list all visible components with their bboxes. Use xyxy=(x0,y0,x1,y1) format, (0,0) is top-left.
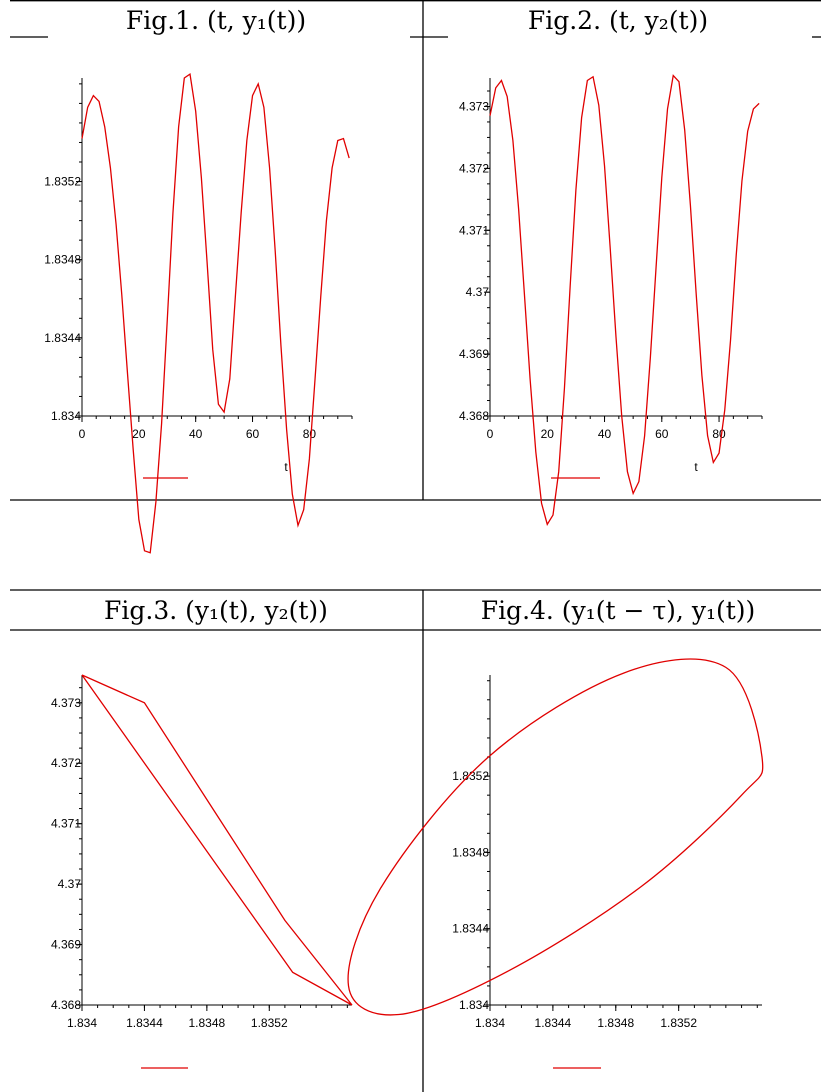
y-tick-label: 4.368 xyxy=(459,409,489,423)
y-tick-label: 4.372 xyxy=(51,756,81,770)
x-tick-label: 1.8348 xyxy=(189,1016,226,1030)
panel-frame xyxy=(10,0,821,1092)
fig4-chart: 1.834 1.8344 1.8348 1.8352 1.834 1.8344 1.8348… xyxy=(347,658,764,1069)
fig3-title: Fig.3. (y₁(t), y₂(t)) xyxy=(104,596,328,625)
fig2-chart: 0 20 40 60 80 4.368 4.369 4.37 4.371 4.372 4.373 t xyxy=(459,74,763,526)
y-tick-label: 1.8348 xyxy=(452,845,489,859)
x-tick-label: 40 xyxy=(189,427,203,441)
y-tick-label: 4.373 xyxy=(459,99,489,113)
y-tick-label: 4.371 xyxy=(459,223,489,237)
x-tick-label: 1.834 xyxy=(475,1016,505,1030)
y-tick-label: 1.834 xyxy=(51,409,81,423)
x-tick-label: 0 xyxy=(487,427,494,441)
x-axis-label: t xyxy=(694,460,698,474)
x-tick-label: 1.8352 xyxy=(660,1016,697,1030)
y-tick-label: 1.834 xyxy=(459,998,489,1012)
y-tick-label: 4.372 xyxy=(459,161,489,175)
series-line xyxy=(81,674,353,1006)
y-tick-label: 1.8344 xyxy=(452,922,489,936)
x-tick-label: 80 xyxy=(712,427,726,441)
y-tick-label: 4.369 xyxy=(459,347,489,361)
series-line xyxy=(347,658,764,1016)
x-tick-label: 40 xyxy=(598,427,612,441)
fig1-title: Fig.1. (t, y₁(t)) xyxy=(126,6,306,35)
x-tick-label: 20 xyxy=(541,427,555,441)
y-tick-label: 4.37 xyxy=(466,285,490,299)
series-line xyxy=(81,72,350,554)
y-tick-label: 4.37 xyxy=(58,877,82,891)
y-tick-label: 1.8352 xyxy=(452,769,489,783)
x-tick-label: 1.8352 xyxy=(251,1016,288,1030)
x-tick-label: 20 xyxy=(132,427,146,441)
y-tick-label: 4.368 xyxy=(51,998,81,1012)
fig3-chart: 1.834 1.8344 1.8348 1.8352 4.368 4.369 4.37 4.3… xyxy=(51,674,353,1069)
x-tick-label: 80 xyxy=(303,427,317,441)
x-tick-label: 60 xyxy=(655,427,669,441)
y-tick-label: 1.8344 xyxy=(44,331,81,345)
fig1-chart: 0 20 40 60 80 1.834 1.8344 1.8348 1.8352 t xyxy=(44,72,353,554)
series-line xyxy=(489,74,760,526)
y-tick-label: 1.8352 xyxy=(44,175,81,189)
x-tick-label: 1.8344 xyxy=(535,1016,572,1030)
fig2-title: Fig.2. (t, y₂(t)) xyxy=(528,6,708,35)
y-tick-label: 4.371 xyxy=(51,817,81,831)
y-tick-label: 1.8348 xyxy=(44,253,81,267)
fig4-title: Fig.4. (y₁(t − τ), y₁(t)) xyxy=(481,596,756,625)
y-tick-label: 4.369 xyxy=(51,938,81,952)
x-axis-label: t xyxy=(284,460,288,474)
x-tick-label: 1.8344 xyxy=(126,1016,163,1030)
x-tick-label: 0 xyxy=(79,427,86,441)
x-tick-label: 60 xyxy=(246,427,260,441)
x-tick-label: 1.834 xyxy=(67,1016,97,1030)
x-tick-label: 1.8348 xyxy=(597,1016,634,1030)
y-tick-label: 4.373 xyxy=(51,696,81,710)
